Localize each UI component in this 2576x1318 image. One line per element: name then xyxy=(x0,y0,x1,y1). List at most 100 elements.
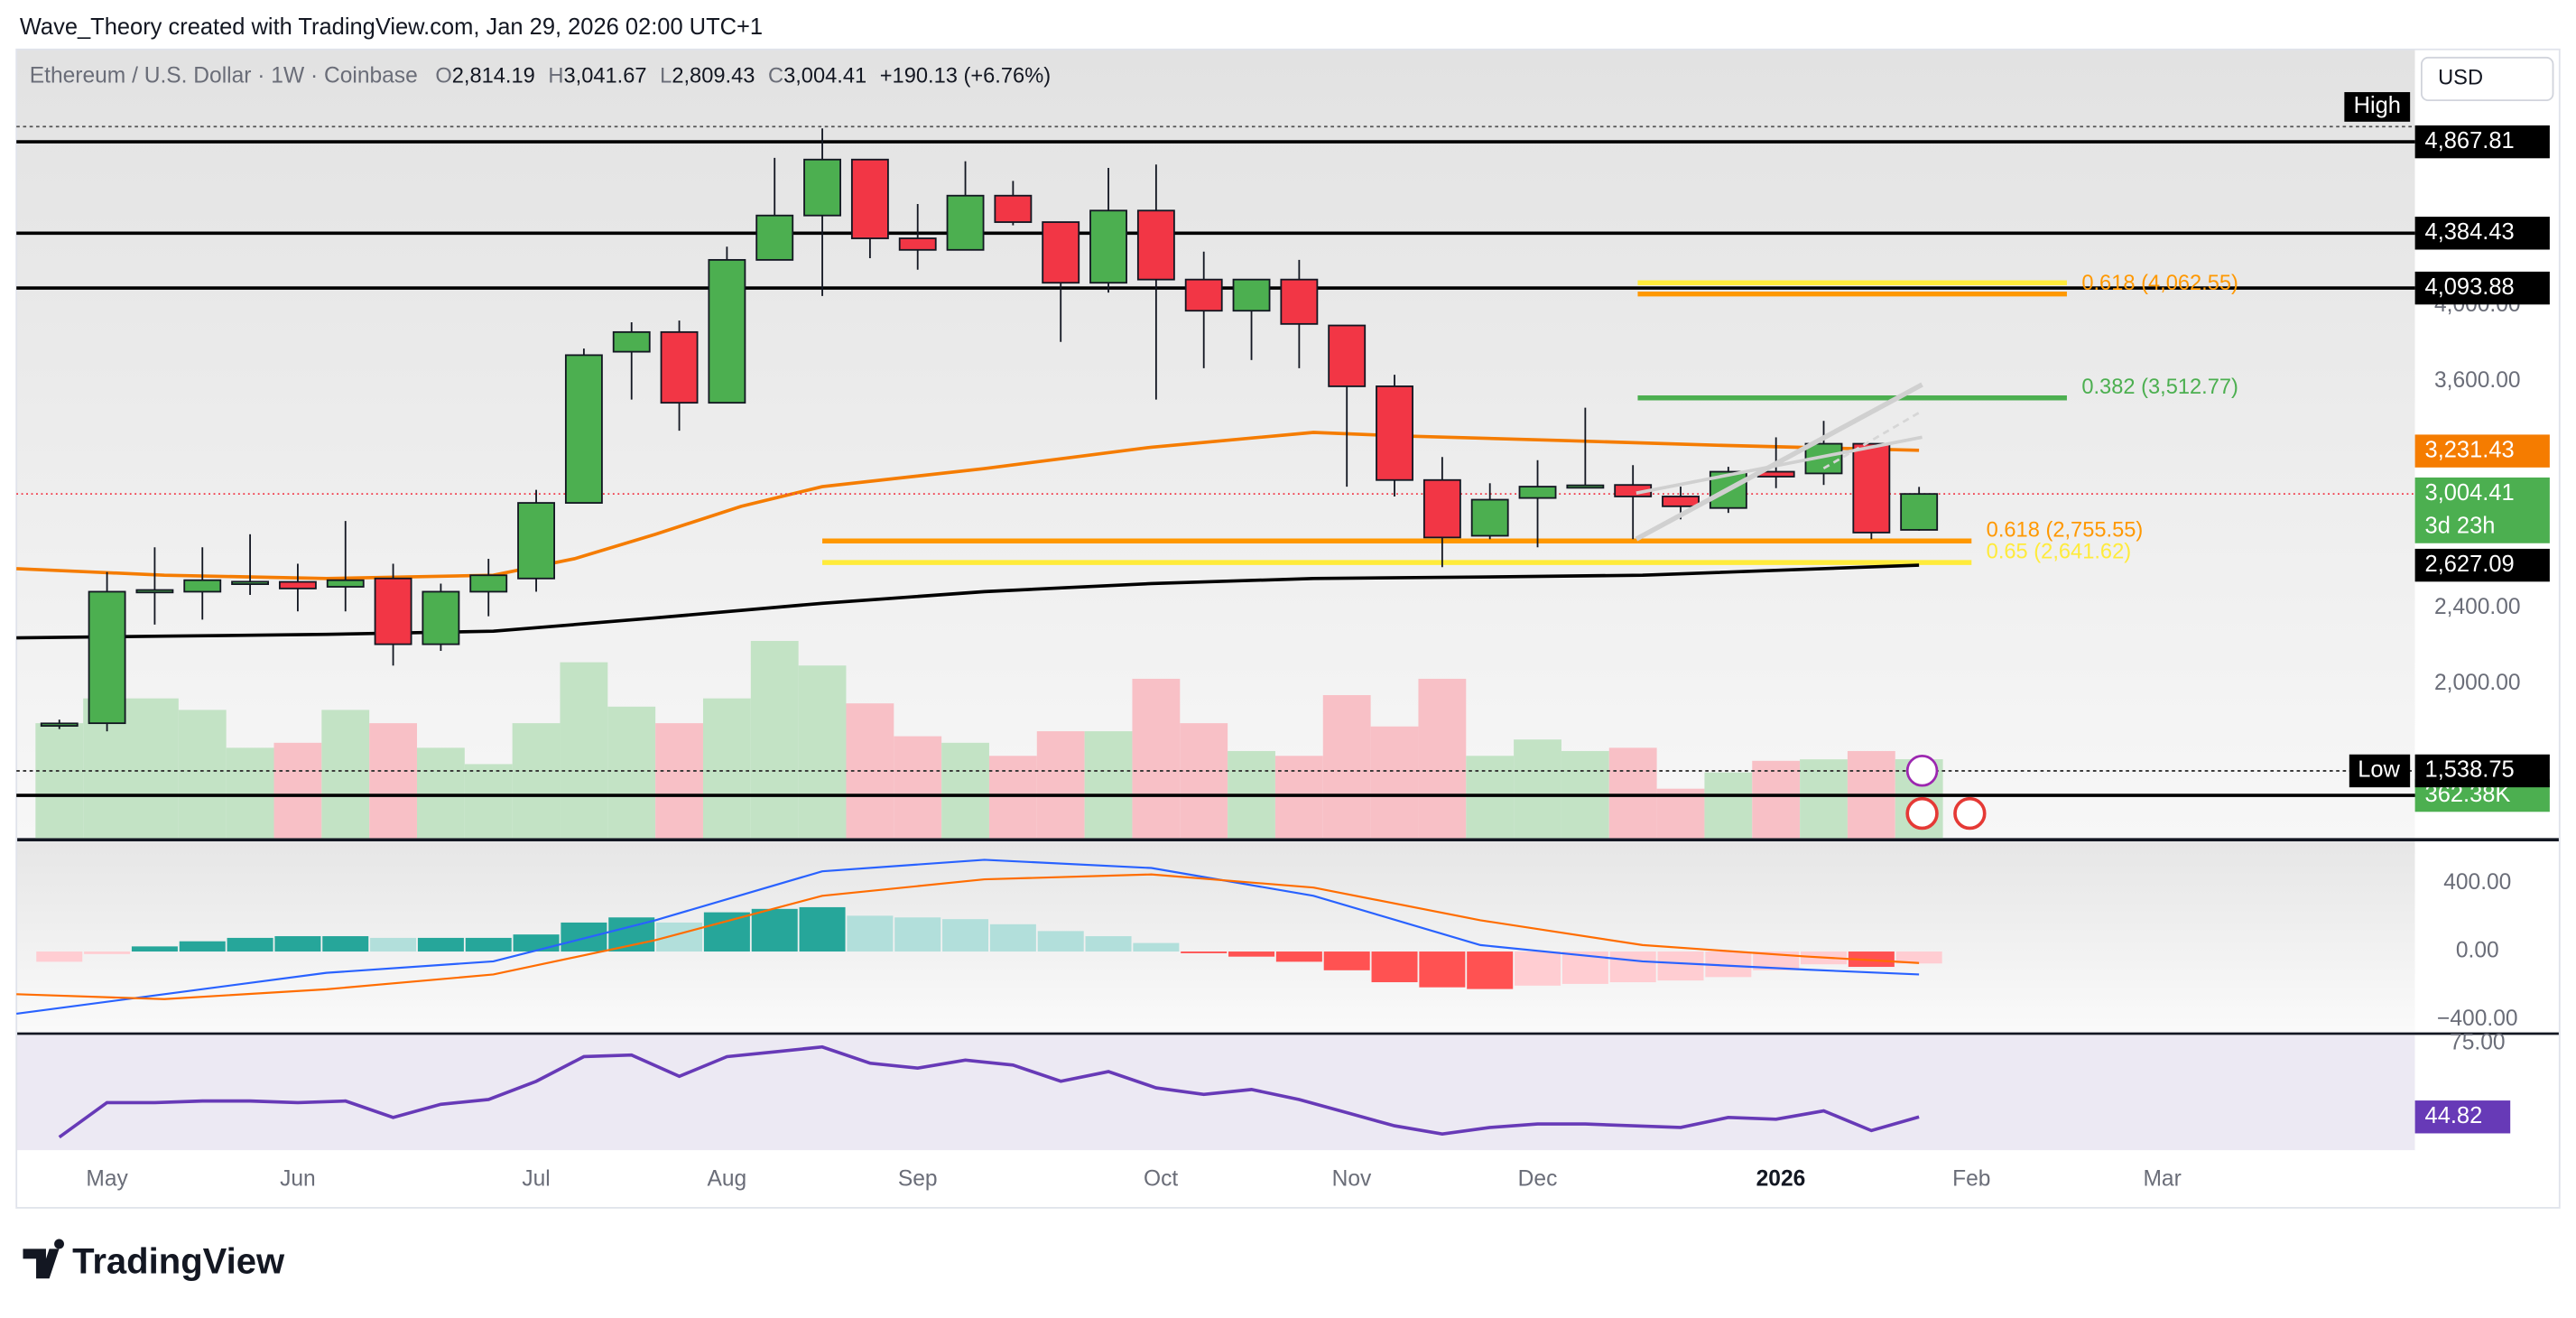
x-tick-label: May xyxy=(86,1166,128,1191)
histogram-bar xyxy=(1085,936,1132,952)
volume-bar xyxy=(1322,695,1371,839)
histogram-bar xyxy=(703,912,750,952)
candle-body xyxy=(708,258,746,404)
high-marker: High xyxy=(2354,93,2401,118)
candle-body xyxy=(1852,442,1891,534)
histogram-bar xyxy=(370,937,417,952)
event-icon[interactable] xyxy=(1953,796,1987,831)
low-tag: 1,538.75 xyxy=(2425,757,2515,783)
volume-bar xyxy=(464,764,513,839)
candle-body xyxy=(1566,484,1605,489)
histogram-bar xyxy=(465,937,512,952)
histogram-bar xyxy=(942,919,989,952)
histogram-bar xyxy=(751,908,798,952)
ohlc-value: 2,809.43 xyxy=(672,65,755,88)
histogram-bar xyxy=(1467,951,1514,989)
low-marker-box xyxy=(2349,754,2411,788)
level-tag-box xyxy=(2414,217,2550,250)
rsi-line xyxy=(58,1044,1920,1139)
event-icon[interactable] xyxy=(1905,796,1939,831)
y-tick-label: 400.00 xyxy=(2443,870,2511,895)
histogram-bar xyxy=(513,934,560,952)
price-tag-box xyxy=(2414,548,2550,582)
volume-bar xyxy=(1608,747,1657,839)
candle-body xyxy=(1280,278,1319,325)
histogram-bar xyxy=(84,951,131,954)
logo-mark xyxy=(23,1239,64,1279)
level-tag: 4,384.43 xyxy=(2425,219,2515,245)
candle-body xyxy=(469,574,508,593)
ohlc-value: 2,814.19 xyxy=(452,65,535,88)
candle-body xyxy=(946,194,985,251)
candle-body xyxy=(1328,324,1367,387)
volume-bar xyxy=(655,723,703,839)
rsi-tag-box xyxy=(2414,1100,2511,1134)
candle-body xyxy=(850,158,889,239)
macd-line xyxy=(16,859,1920,1016)
volume-bar xyxy=(1514,739,1561,839)
x-tick-label: Mar xyxy=(2143,1166,2181,1191)
histogram-bar xyxy=(36,951,83,962)
fib-label: 0.382 (3,512.77) xyxy=(2081,376,2238,399)
volume-bar xyxy=(941,742,989,839)
level-tag-box xyxy=(2414,125,2550,159)
histogram-bar xyxy=(1515,951,1561,986)
histogram-bar xyxy=(1895,951,1942,964)
volume-bar xyxy=(1132,678,1181,839)
signal-line xyxy=(16,873,1920,1000)
histogram-bar xyxy=(656,922,703,952)
volume-bar xyxy=(1084,731,1133,839)
candle-body xyxy=(1042,221,1080,284)
volume-bar xyxy=(1180,723,1228,839)
channel-line xyxy=(1635,382,1923,542)
histogram-bar xyxy=(1753,951,1800,970)
candle-body xyxy=(1422,478,1461,539)
moving-average xyxy=(16,431,1920,580)
candle-body xyxy=(1470,498,1509,537)
currency[interactable]: USD xyxy=(2438,67,2483,90)
time-axis xyxy=(16,1150,2560,1208)
moving-average xyxy=(16,563,1920,640)
histogram-bar xyxy=(799,906,846,952)
x-tick-label: Dec xyxy=(1518,1166,1558,1191)
volume-bar xyxy=(1752,760,1801,839)
ohlc-key: L xyxy=(660,65,672,88)
volume-bar xyxy=(894,736,942,839)
fib-label: 0.65 (2,641.62) xyxy=(1987,540,2131,563)
event-icon[interactable] xyxy=(1905,755,1939,787)
histogram-bar xyxy=(1228,951,1275,957)
candle-body xyxy=(1184,278,1223,312)
candle-body xyxy=(422,590,460,645)
low-tag-box xyxy=(2414,754,2550,788)
ohlc-value: 3,041.67 xyxy=(563,65,646,88)
candle-body xyxy=(1232,278,1271,312)
candle-body xyxy=(660,330,699,404)
macd-pane xyxy=(16,841,2415,1033)
channel-line xyxy=(1635,435,1923,495)
volume-bar xyxy=(321,710,370,839)
x-tick-label: Oct xyxy=(1144,1166,1178,1191)
y-tick-label: 3,600.00 xyxy=(2434,368,2521,393)
histogram-bar xyxy=(1181,951,1228,953)
candle-body xyxy=(88,590,126,725)
candle-body xyxy=(1518,486,1557,499)
candle-body xyxy=(1376,385,1413,481)
legend: Ethereum / U.S. Dollar · 1W · Coinbase xyxy=(30,64,418,88)
rsi-tag: 44.82 xyxy=(2425,1103,2483,1128)
histogram-bar xyxy=(417,937,464,952)
candle-body xyxy=(278,580,317,589)
y-tick-label: 2,400.00 xyxy=(2434,595,2521,619)
volume-bar xyxy=(178,710,227,839)
volume-bar xyxy=(1036,731,1085,839)
brand: TradingView xyxy=(72,1241,285,1281)
fib-label: 0.618 (4,062.55) xyxy=(2081,272,2238,295)
candle-body xyxy=(374,577,412,645)
chart-frame xyxy=(15,48,2561,1209)
currency-button[interactable] xyxy=(2420,56,2554,102)
y-tick-label: 0.00 xyxy=(2456,939,2499,963)
candle-body xyxy=(994,194,1033,223)
histogram-bar xyxy=(274,936,321,952)
histogram-bar xyxy=(1419,951,1466,988)
candle-body xyxy=(564,354,603,504)
level-tag-box xyxy=(2414,271,2550,305)
